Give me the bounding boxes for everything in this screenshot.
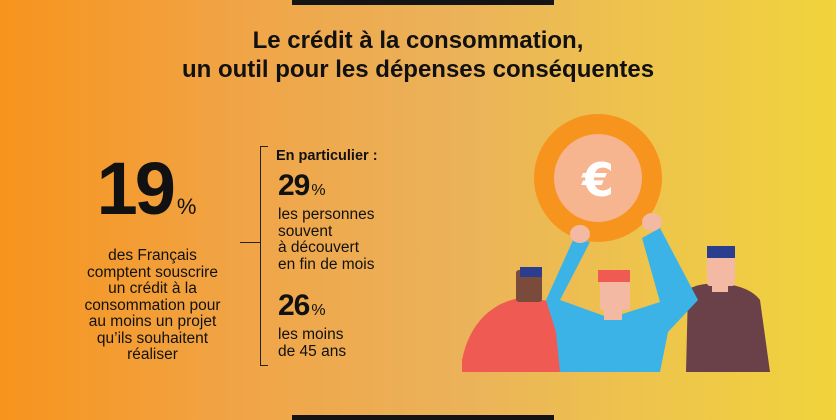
side-stat-1-unit: % <box>311 182 326 199</box>
side-desc-line: les personnes <box>278 206 375 223</box>
main-desc-line: au moins un projet <box>88 313 217 330</box>
main-stat-value: 19% <box>64 150 229 246</box>
euro-coin-icon: € <box>534 114 662 242</box>
side-stat-2: 26% les moins de 45 ans <box>278 290 346 360</box>
bottom-bar <box>292 415 554 420</box>
side-stat-1-description: les personnes souvent à découvert en fin… <box>278 206 375 273</box>
bracket-tick-bottom <box>260 365 268 366</box>
side-desc-line: les moins <box>278 326 344 343</box>
side-desc-line: en fin de mois <box>278 255 375 273</box>
person-left-icon <box>462 267 562 372</box>
side-stat-2-description: les moins de 45 ans <box>278 326 347 360</box>
side-stat-2-value: 26% <box>278 290 346 327</box>
main-desc-line: un crédit à la <box>108 280 197 297</box>
title-line-2: un outil pour les dépenses conséquentes <box>181 56 655 83</box>
side-desc-line: à découvert <box>278 239 359 256</box>
side-desc-line: souvent <box>278 222 333 240</box>
person-right-icon <box>686 246 770 372</box>
side-stat-1-number: 29 <box>278 169 310 202</box>
main-desc-line: des Français <box>108 247 197 264</box>
main-stat-description: des Français comptent souscrire un crédi… <box>70 247 235 364</box>
top-bar <box>292 0 554 5</box>
main-desc-line: qu’ils souhaitent <box>96 329 209 347</box>
bracket-line <box>260 146 261 366</box>
side-stat-2-number: 26 <box>278 289 310 322</box>
side-heading: En particulier : <box>276 148 378 164</box>
bracket-tick-top <box>260 146 268 147</box>
main-desc-line: réaliser <box>127 346 178 363</box>
main-desc-line: comptent souscrire <box>87 263 218 281</box>
side-desc-line: de 45 ans <box>278 342 347 360</box>
person-middle-icon <box>546 213 698 372</box>
side-stat-2-unit: % <box>311 302 326 319</box>
main-stat-unit: % <box>176 194 197 219</box>
main-stat-number: 19 <box>96 147 176 230</box>
title-line-1: Le crédit à la consommation, <box>252 27 584 54</box>
main-desc-line: consommation pour <box>84 296 221 314</box>
side-stat-1: 29% les personnes souvent à découvert en… <box>278 170 375 273</box>
main-stat: 19% des Français comptent souscrire un c… <box>70 150 235 364</box>
side-stat-1-value: 29% <box>278 170 375 207</box>
euro-symbol: € <box>581 153 614 207</box>
page-title: Le crédit à la consommation, un outil po… <box>0 26 836 84</box>
connector-line <box>240 242 260 243</box>
